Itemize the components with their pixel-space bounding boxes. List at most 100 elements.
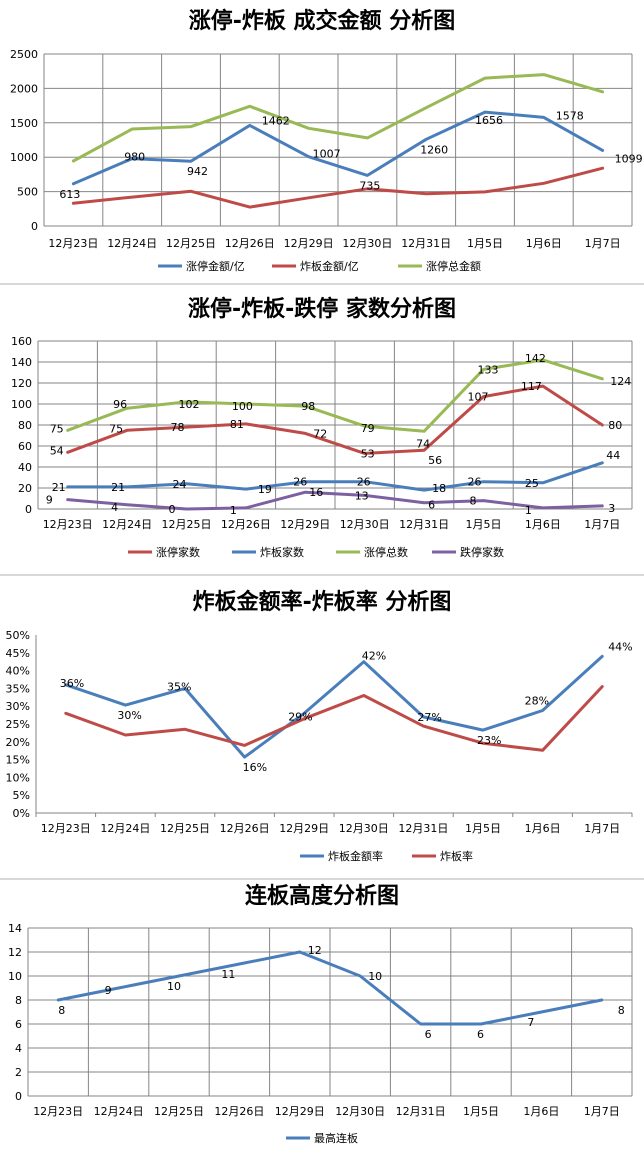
x-tick-label: 1月5日: [467, 237, 503, 250]
data-label: 26: [468, 476, 482, 489]
x-tick-label: 12月30日: [340, 518, 390, 531]
legend-label: 跌停家数: [460, 545, 504, 559]
x-tick-label: 12月25日: [162, 518, 212, 531]
data-label: 36%: [60, 677, 84, 690]
data-label: 81: [230, 418, 244, 431]
y-tick-label: 80: [18, 419, 32, 432]
x-tick-label: 1月7日: [585, 237, 621, 250]
data-label: 21: [111, 481, 125, 494]
data-label: 11: [221, 968, 235, 981]
data-label: 9: [105, 984, 112, 997]
data-label: 23%: [477, 734, 501, 747]
x-tick-label: 12月29日: [279, 822, 329, 835]
data-label: 16: [309, 486, 323, 499]
y-tick-label: 2000: [10, 82, 38, 95]
data-label: 3: [608, 502, 615, 515]
y-tick-label: 1000: [10, 151, 38, 164]
x-tick-label: 12月29日: [280, 518, 330, 531]
x-tick-label: 1月7日: [584, 822, 620, 835]
data-label: 16%: [243, 761, 267, 774]
series-line: [71, 73, 605, 163]
data-label: 72: [313, 427, 327, 440]
y-tick-label: 4: [15, 1042, 22, 1055]
x-tick-label: 1月7日: [584, 1105, 620, 1118]
data-label: 613: [59, 188, 80, 201]
x-tick-label: 12月29日: [284, 237, 334, 250]
x-tick-label: 12月26日: [225, 237, 275, 250]
data-label: 1656: [475, 114, 503, 127]
data-label: 1099: [615, 152, 643, 165]
y-tick-label: 0: [15, 1090, 22, 1103]
x-tick-label: 12月29日: [275, 1105, 325, 1118]
y-tick-label: 40%: [6, 665, 30, 678]
y-tick-label: 60: [18, 440, 32, 453]
data-label: 25: [525, 477, 539, 490]
data-label: 1007: [313, 148, 341, 161]
x-tick-label: 12月25日: [154, 1105, 204, 1118]
y-tick-label: 20: [18, 482, 32, 495]
data-label: 124: [610, 375, 631, 388]
legend-label: 炸板率: [440, 849, 473, 863]
x-tick-label: 12月24日: [107, 237, 157, 250]
data-label: 9: [46, 494, 53, 507]
series-line: [64, 685, 604, 752]
x-tick-label: 12月31日: [401, 237, 451, 250]
y-tick-label: 10%: [6, 771, 30, 784]
data-label: 1260: [420, 143, 448, 156]
chart-title: 炸板金额率-炸板率 分析图: [193, 589, 452, 615]
data-label: 6: [477, 1028, 484, 1041]
x-tick-label: 12月23日: [48, 237, 98, 250]
data-label: 26: [357, 476, 371, 489]
y-tick-label: 14: [8, 922, 22, 935]
data-label: 0: [169, 503, 176, 516]
data-label: 1: [230, 504, 237, 517]
data-label: 117: [521, 380, 542, 393]
series-line: [71, 166, 605, 209]
chart-title: 涨停-炸板 成交金额 分析图: [189, 8, 455, 34]
x-tick-label: 12月26日: [220, 822, 270, 835]
x-tick-label: 12月30日: [342, 237, 392, 250]
series-line: [66, 461, 604, 492]
data-label: 8: [58, 1004, 65, 1017]
data-label: 4: [111, 501, 118, 514]
legend-label: 炸板家数: [260, 545, 304, 559]
data-label: 35%: [167, 680, 191, 693]
data-label: 53: [361, 447, 375, 460]
y-tick-label: 140: [11, 356, 32, 369]
data-label: 19: [258, 483, 272, 496]
y-tick-label: 45%: [6, 647, 30, 660]
data-label: 1462: [262, 114, 290, 127]
y-tick-label: 5%: [13, 789, 30, 802]
y-tick-label: 10: [8, 970, 22, 983]
legend-label: 涨停金额/亿: [186, 259, 245, 273]
data-label: 28%: [525, 694, 549, 707]
y-tick-label: 2500: [10, 48, 38, 61]
data-label: 10: [167, 980, 181, 993]
y-tick-label: 40: [18, 461, 32, 474]
y-tick-label: 35%: [6, 682, 30, 695]
data-label: 7: [527, 1016, 534, 1029]
x-tick-label: 12月31日: [398, 822, 448, 835]
data-label: 6: [428, 499, 435, 512]
data-label: 26: [293, 476, 307, 489]
x-tick-label: 1月5日: [463, 1105, 499, 1118]
data-label: 735: [359, 179, 380, 192]
y-tick-label: 6: [15, 1018, 22, 1031]
y-tick-label: 120: [11, 377, 32, 390]
x-tick-label: 1月6日: [523, 1105, 559, 1118]
x-tick-label: 12月24日: [100, 822, 150, 835]
data-label: 102: [179, 398, 200, 411]
data-label: 133: [478, 363, 499, 376]
data-label: 54: [50, 444, 64, 457]
x-tick-label: 1月5日: [466, 518, 502, 531]
chart-title: 连板高度分析图: [245, 883, 399, 909]
y-tick-label: 160: [11, 335, 32, 348]
y-tick-label: 20%: [6, 736, 30, 749]
y-tick-label: 0: [31, 220, 38, 233]
legend-label: 涨停总数: [364, 545, 408, 559]
series-line: [71, 110, 605, 186]
y-tick-label: 15%: [6, 754, 30, 767]
legend-label: 炸板金额/亿: [300, 259, 359, 273]
